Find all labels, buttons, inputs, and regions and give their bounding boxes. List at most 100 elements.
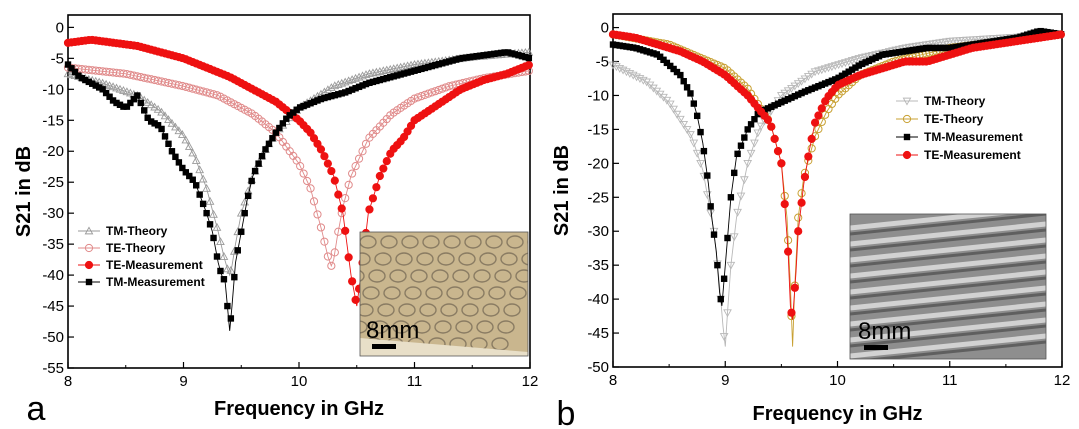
data-point [808, 85, 815, 93]
data-point [403, 61, 412, 70]
inset-ring [324, 338, 340, 350]
inset-ring [446, 286, 464, 300]
data-point [167, 118, 177, 127]
data-point [750, 139, 759, 148]
data-point [480, 52, 487, 59]
data-point [723, 309, 732, 318]
data-point [793, 80, 803, 89]
data-point [818, 81, 825, 89]
data-point [858, 60, 866, 68]
data-point [209, 209, 218, 218]
inset-ring [503, 303, 521, 317]
data-point [358, 147, 367, 156]
x-axis-title: Frequency in GHz [752, 403, 922, 425]
y-tick-label: -25 [42, 174, 64, 191]
data-point [220, 276, 228, 283]
data-point [164, 115, 173, 123]
data-point [689, 139, 699, 148]
data-point [380, 75, 387, 83]
data-point [424, 89, 433, 98]
data-point [896, 48, 903, 56]
data-point [413, 93, 423, 102]
data-point [89, 80, 96, 87]
data-point [188, 148, 198, 157]
data-point [807, 144, 816, 153]
data-point [191, 156, 201, 164]
y-tick-label: -55 [42, 360, 64, 377]
data-point [193, 182, 200, 189]
data-point [767, 122, 776, 131]
data-point [168, 148, 176, 155]
chart-panel-b: 8 9 10 11 12 0 -5 -10 -15 -20 -25 -30 -35 -40 -45 -50 Fr… [551, 13, 1070, 429]
inset-ring [509, 286, 527, 300]
inset-ring [395, 252, 413, 266]
data-point [939, 44, 947, 52]
data-point [814, 111, 823, 120]
inset-ring [443, 235, 461, 249]
data-point [902, 47, 910, 55]
data-point [892, 49, 900, 56]
data-point [683, 84, 691, 91]
data-point [251, 167, 259, 175]
data-point [946, 44, 953, 52]
data-point [75, 72, 82, 79]
data-point [95, 84, 103, 91]
inset-ring [452, 269, 470, 283]
data-point [105, 81, 114, 89]
data-point [390, 73, 397, 80]
inset-ring [506, 235, 524, 249]
data-point [82, 76, 89, 84]
panel-label-a: a [27, 390, 46, 428]
data-point [656, 53, 664, 60]
data-point [307, 100, 314, 107]
inset-ring [500, 252, 518, 266]
data-point [238, 228, 245, 235]
inset-ring [360, 303, 374, 317]
y-tick-label: -20 [42, 143, 64, 160]
y-axis-title: S21 in dB [13, 146, 35, 237]
data-point [112, 83, 121, 92]
data-point [116, 101, 124, 108]
data-point [137, 99, 144, 107]
inset-ring [458, 252, 476, 266]
data-point [348, 169, 357, 178]
data-point [352, 85, 359, 92]
inset-edge [360, 338, 528, 356]
x-tick-label: 11 [942, 372, 958, 389]
legend-marker [84, 243, 94, 253]
data-point [160, 111, 170, 120]
data-point [700, 147, 708, 155]
inset-ridge [850, 333, 1046, 359]
data-point [248, 177, 255, 185]
y-tick-label: -45 [42, 298, 64, 315]
y-tick-label: -5 [596, 54, 609, 71]
inset-ring [485, 235, 503, 249]
data-point [791, 92, 799, 100]
inset-ring [377, 303, 395, 317]
data-point [906, 47, 913, 54]
data-point [335, 91, 342, 98]
data-point [327, 261, 336, 270]
data-point [630, 44, 637, 51]
inset-ring [419, 303, 437, 317]
data-point [244, 192, 252, 200]
data-point [777, 92, 786, 100]
legend-marker [84, 226, 94, 235]
data-point [680, 78, 687, 85]
data-point [665, 100, 675, 109]
data-point [175, 159, 183, 166]
data-point [361, 70, 371, 78]
data-point [753, 129, 763, 138]
data-point [768, 103, 775, 111]
data-point [653, 51, 660, 58]
data-point [525, 54, 533, 62]
data-point [741, 134, 748, 141]
data-point [835, 74, 842, 82]
data-point [787, 85, 796, 93]
data-point [71, 68, 79, 76]
data-point [612, 63, 621, 72]
data-point [203, 209, 210, 217]
data-point [411, 67, 418, 74]
inset-groove [850, 292, 1046, 316]
data-point [869, 56, 876, 63]
